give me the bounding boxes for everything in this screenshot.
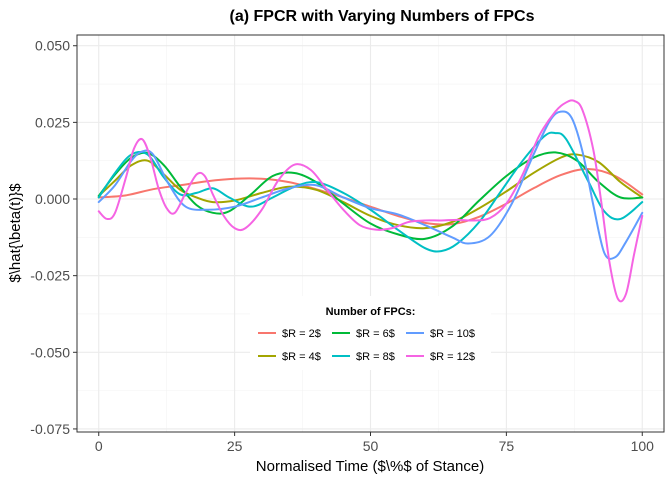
y-tick-label: 0.050 bbox=[35, 38, 70, 54]
x-tick-label: 75 bbox=[499, 438, 515, 454]
legend-label: $R = 2$ bbox=[282, 328, 321, 340]
grid bbox=[77, 35, 664, 432]
y-tick-label: -0.050 bbox=[30, 344, 70, 360]
legend-item-r4: $R = 4$ bbox=[258, 351, 321, 363]
x-tick-label: 100 bbox=[631, 438, 655, 454]
legend: Number of FPCs: $R = 2$ $R = 4$ $R = 6$ $R =… bbox=[250, 296, 491, 370]
x-tick-label: 50 bbox=[363, 438, 379, 454]
legend-item-r12: $R = 12$ bbox=[406, 351, 475, 363]
legend-item-r8: $R = 8$ bbox=[332, 351, 395, 363]
series-line-r10 bbox=[97, 110, 644, 260]
legend-background bbox=[250, 296, 491, 370]
series-line-r8 bbox=[97, 131, 644, 253]
y-axis-title: $\hat{\beta(t)}$ bbox=[7, 183, 24, 283]
axis-ticks: 0 25 50 75 100 -0.075 -0.050 -0.025 0.000 0.025 0.… bbox=[30, 38, 654, 454]
x-tick-label: 25 bbox=[227, 438, 243, 454]
y-tick-label: 0.000 bbox=[35, 191, 70, 207]
y-tick-label: -0.075 bbox=[30, 421, 70, 437]
legend-label: $R = 10$ bbox=[430, 328, 475, 340]
series-line-r12 bbox=[97, 99, 644, 303]
legend-item-r6: $R = 6$ bbox=[332, 328, 395, 340]
x-tick-label: 0 bbox=[95, 438, 103, 454]
y-tick-label: -0.025 bbox=[30, 268, 70, 284]
legend-title: Number of FPCs: bbox=[326, 306, 416, 318]
legend-label: $R = 8$ bbox=[356, 351, 395, 363]
legend-item-r10: $R = 10$ bbox=[406, 328, 475, 340]
series-group bbox=[97, 99, 644, 303]
legend-label: $R = 12$ bbox=[430, 351, 475, 363]
legend-label: $R = 4$ bbox=[282, 351, 321, 363]
legend-label: $R = 6$ bbox=[356, 328, 395, 340]
series-line-r2 bbox=[97, 167, 644, 226]
y-tick-label: 0.025 bbox=[35, 114, 70, 130]
legend-item-r2: $R = 2$ bbox=[258, 328, 321, 340]
chart-title: (a) FPCR with Varying Numbers of FPCs bbox=[230, 8, 535, 25]
x-axis-title: Normalised Time ($\%$ of Stance) bbox=[256, 458, 484, 475]
